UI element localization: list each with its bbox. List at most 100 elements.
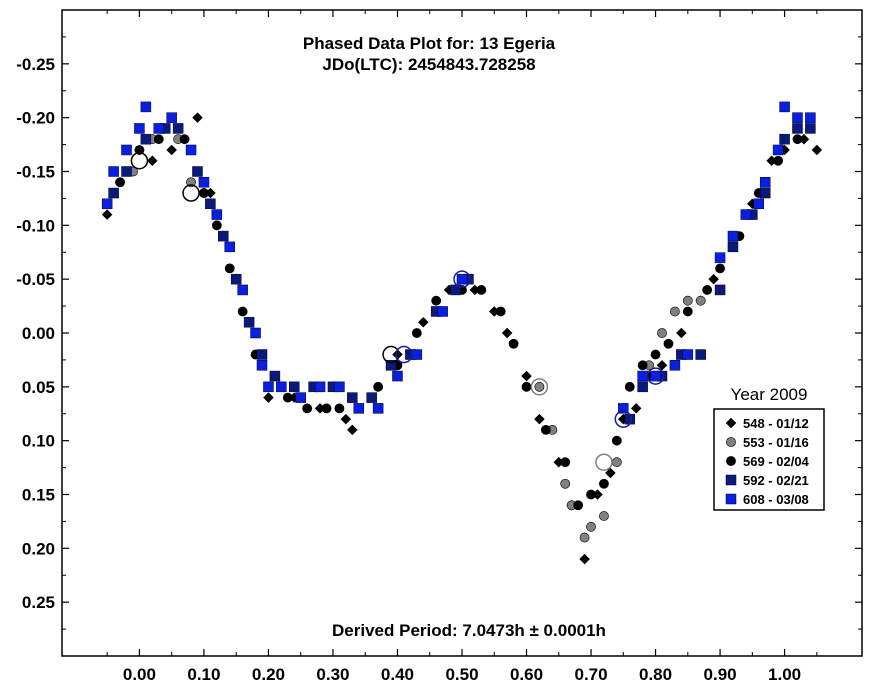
data-point-series-5	[682, 349, 694, 360]
x-tick-label: 0.50	[445, 665, 478, 684]
data-point-series-5	[256, 360, 268, 371]
data-point-series-1	[630, 403, 642, 414]
data-point-series-3	[508, 338, 519, 349]
data-point-series-3	[540, 424, 551, 435]
y-axis: -0.25 -0.20 -0.15 -0.10 -0.05 0.00 0.05 0.10 0.1…	[16, 36, 862, 630]
data-point-series-4	[243, 316, 255, 328]
data-point-series-5	[714, 252, 726, 263]
data-point-series-3	[792, 134, 803, 145]
data-point-series-3	[521, 381, 532, 392]
y-tick-label: 0.10	[22, 432, 55, 451]
data-point-series-5	[392, 370, 403, 382]
data-point-series-5	[334, 381, 345, 393]
x-tick-label: 1.00	[768, 665, 801, 684]
data-point-series-4	[192, 166, 203, 177]
data-point-series-5	[618, 403, 629, 414]
data-point-series-2	[611, 457, 622, 468]
data-point-series-2	[657, 328, 667, 338]
legend-entry-label: 569 - 02/04	[743, 454, 810, 469]
data-point-series-3	[715, 263, 725, 274]
data-point-series-3	[573, 500, 584, 511]
data-point-series-5	[153, 123, 165, 134]
data-point-series-1	[501, 327, 513, 339]
x-axis: 0.00 0.10 0.20 0.30 0.40 0.50 0.60 0.70 0.80 0.90…	[106, 10, 818, 684]
data-point-series-4	[205, 198, 216, 210]
data-point-series-5	[650, 370, 661, 382]
data-point-series-3	[373, 381, 384, 392]
data-point-series-3	[476, 285, 487, 295]
legend-entry-label: 548 - 01/12	[743, 416, 809, 431]
x-tick-label: 0.80	[639, 665, 672, 684]
data-point-series-3	[773, 155, 784, 166]
data-point-series-3	[115, 177, 125, 188]
x-tick-label: 0.40	[381, 665, 414, 684]
data-point-series-3	[199, 188, 209, 198]
data-point-series-2	[599, 511, 609, 521]
data-point-series-5	[108, 166, 119, 177]
data-point-series-5	[237, 284, 248, 296]
legend-marker-3	[726, 456, 736, 466]
legend-marker-4	[725, 474, 737, 486]
data-point-series-4	[347, 392, 358, 403]
data-point-series-5	[792, 112, 803, 123]
data-point-series-3	[624, 381, 635, 392]
data-point-series-4	[121, 166, 132, 177]
data-point-series-1	[166, 144, 178, 156]
legend-marker-1	[725, 417, 737, 429]
data-point-series-3	[134, 145, 145, 155]
data-point-series-1	[605, 467, 616, 479]
data-point-series-4	[779, 133, 790, 145]
outlined-point	[595, 453, 613, 471]
x-tick-label: 0.90	[704, 665, 737, 684]
data-point-series-1	[346, 424, 358, 436]
data-point-series-1	[101, 209, 113, 220]
data-point-series-2	[560, 478, 571, 489]
data-point-series-4	[792, 123, 803, 134]
data-point-series-3	[431, 295, 442, 306]
legend-marker-2	[726, 437, 736, 447]
x-tick-label: 0.10	[187, 665, 220, 684]
y-tick-label: -0.15	[16, 163, 55, 182]
data-point-series-5	[295, 392, 306, 403]
data-points	[101, 101, 823, 565]
data-point-series-4	[385, 360, 397, 371]
data-point-series-5	[753, 198, 765, 210]
outlined-point	[395, 345, 413, 364]
data-point-series-4	[759, 187, 771, 199]
y-tick-label: -0.20	[16, 109, 55, 128]
data-point-series-5	[140, 101, 152, 113]
outlined-point	[182, 184, 200, 202]
data-point-series-5	[759, 177, 771, 188]
chart-title: Phased Data Plot for: 13 Egeria	[303, 34, 556, 53]
data-point-series-3	[153, 134, 164, 145]
data-point-series-5	[669, 360, 681, 371]
data-point-series-5	[276, 381, 287, 393]
data-point-series-5	[740, 209, 752, 220]
data-point-series-5	[185, 144, 197, 156]
data-point-series-1	[146, 155, 158, 167]
y-tick-label: -0.05	[16, 270, 55, 289]
legend-title: Year 2009	[731, 385, 808, 404]
y-tick-label: -0.25	[16, 55, 55, 74]
data-point-series-2	[695, 295, 706, 306]
data-point-series-2	[682, 295, 693, 306]
outlined-point	[646, 367, 665, 385]
data-point-series-5	[121, 144, 132, 156]
legend-entry-label: 553 - 01/16	[743, 435, 809, 450]
data-point-series-5	[805, 112, 816, 123]
data-point-series-5	[637, 370, 648, 382]
data-point-series-3	[637, 360, 648, 371]
data-point-series-5	[314, 381, 326, 393]
legend-entry-label: 608 - 03/08	[743, 492, 809, 507]
data-point-series-3	[237, 306, 248, 317]
data-point-series-3	[611, 435, 622, 446]
data-point-series-1	[676, 327, 687, 339]
data-point-series-5	[779, 101, 790, 113]
data-point-series-5	[166, 112, 177, 123]
data-point-series-5	[456, 273, 468, 285]
x-tick-label: 0.00	[123, 665, 156, 684]
data-point-series-1	[811, 144, 823, 156]
legend-marker-5	[725, 493, 737, 505]
data-point-series-4	[140, 133, 152, 145]
